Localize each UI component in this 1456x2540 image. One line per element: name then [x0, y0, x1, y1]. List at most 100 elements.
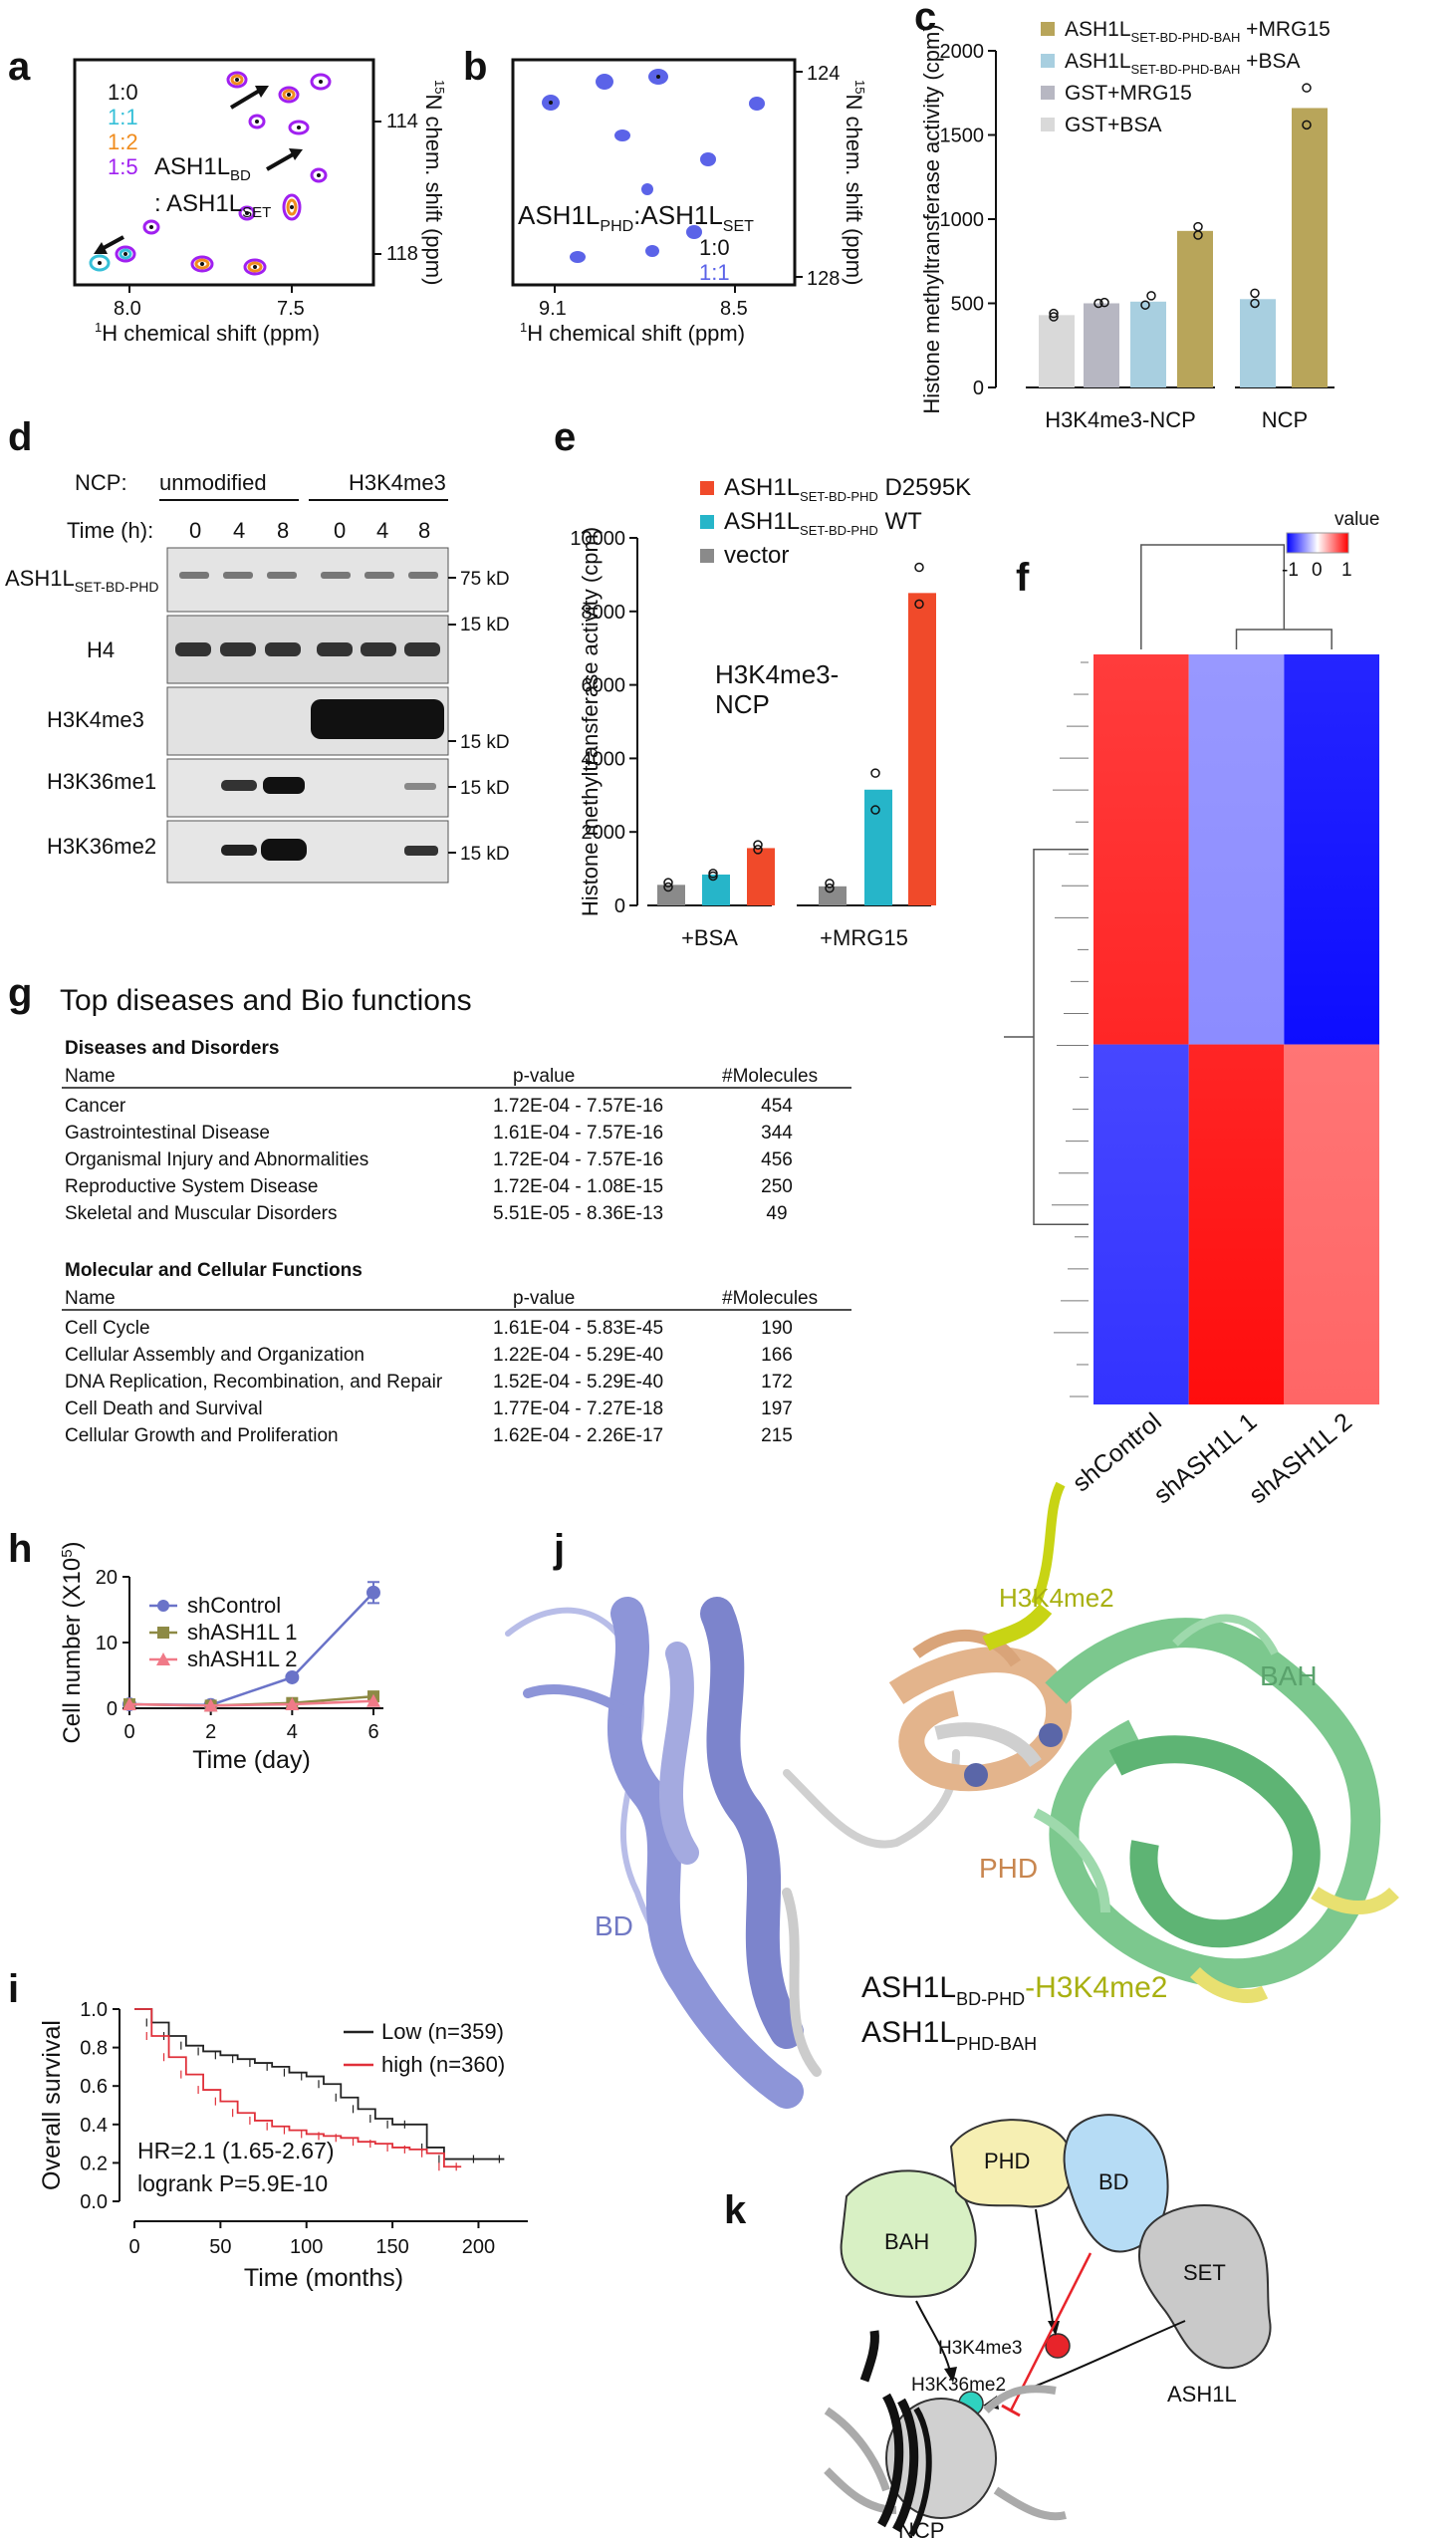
y-tick-label: 0.6	[80, 2076, 108, 2098]
heatmap-column-label: shASH1L 1	[1148, 1407, 1262, 1509]
table-cell-pvalue: 1.61E-04 - 7.57E-16	[493, 1123, 663, 1143]
mark-label-h3k36me2: H3K36me2	[911, 2375, 1006, 2396]
series-marker	[366, 1693, 380, 1707]
x-axis-label-b: 1H chemical shift (ppm)	[520, 320, 745, 346]
mark-label-h3k4me3: H3K4me3	[938, 2338, 1023, 2359]
table-cell-name: Gastrointestinal Disease	[65, 1123, 270, 1143]
color-key-tick: 0	[1312, 560, 1323, 581]
protein-label: ASH1L	[1167, 2382, 1237, 2407]
time-point-0: 0	[189, 518, 201, 543]
y-tick-label: 10000	[570, 528, 625, 550]
data-point	[1250, 298, 1260, 309]
legend-swatch	[700, 549, 714, 563]
y-tick-label: 500	[951, 294, 984, 316]
table-cell-count: 172	[761, 1372, 793, 1393]
time-points: 0 4 8 0 4 8	[189, 518, 430, 543]
bar	[1084, 303, 1119, 387]
data-point	[1302, 83, 1312, 93]
ratio-a-0: 1:0	[108, 80, 138, 105]
x-tick-a-1: 7.5	[277, 298, 305, 320]
table-column-header: p-value	[513, 1066, 575, 1087]
bar	[1039, 315, 1075, 387]
y-tick-label: 0	[973, 378, 984, 399]
table-column-header: #Molecules	[722, 1066, 818, 1087]
group-label: +BSA	[681, 925, 738, 950]
legend-label: high (n=360)	[381, 2052, 505, 2077]
table-cell-count: 454	[761, 1096, 793, 1117]
legend-label: Low (n=359)	[381, 2019, 504, 2044]
blot-marker-2: 15 kD	[460, 732, 510, 753]
blot-row-label-4: H3K36me2	[47, 834, 156, 859]
domain-label-phd: PHD	[984, 2149, 1030, 2173]
panel-a: a	[8, 45, 447, 346]
panel-label-c: c	[914, 0, 936, 39]
y-tick-label: 8000	[582, 602, 626, 624]
panel-label-g: g	[8, 971, 32, 1015]
table-cell-pvalue: 1.77E-04 - 7.27E-18	[493, 1398, 663, 1419]
panel-j: j H3K4me2 BA	[505, 1481, 1399, 2109]
table-cell-name: DNA Replication, Recombination, and Repa…	[65, 1372, 443, 1393]
table-cell-name: Cellular Growth and Proliferation	[65, 1425, 339, 1446]
time-point-4: 4	[376, 518, 388, 543]
nmr-peaks-b	[542, 69, 765, 263]
ratio-a-3: 1:5	[108, 154, 138, 179]
x-tick-label: 150	[375, 2236, 408, 2258]
heatmap-cell	[1188, 654, 1285, 1045]
y-tick-label: 1500	[940, 126, 985, 147]
legend-label: shASH1L 1	[187, 1620, 297, 1645]
survival-curve	[134, 2008, 462, 2168]
data-point	[914, 599, 924, 610]
y-ticks-a: 114 118	[373, 111, 418, 265]
table-cell-name: Skeletal and Muscular Disorders	[65, 1203, 338, 1224]
table-cell-pvalue: 1.72E-04 - 1.08E-15	[493, 1176, 663, 1197]
bar	[702, 875, 730, 905]
table-column-header: #Molecules	[722, 1288, 818, 1309]
complex-label-a-2: : ASH1LSET	[154, 190, 271, 221]
column-dendrogram	[1140, 544, 1286, 649]
ncp-label: NCP:	[75, 470, 127, 495]
legend-label: shASH1L 2	[187, 1647, 297, 1671]
panel-d: d NCP: unmodified H3K4me3 Time (h): 0 4 …	[5, 415, 510, 884]
table-cell-pvalue: 5.51E-05 - 8.36E-13	[493, 1203, 663, 1224]
data-point	[753, 840, 763, 850]
y-tick-label: 1000	[940, 209, 985, 231]
x-ticks-b: 9.1 8.5	[539, 285, 748, 320]
panel-label-d: d	[8, 415, 32, 459]
panel-k: k BAH PHD BD SET ASH1L H3K4me3 H3K36me2	[724, 2114, 1272, 2540]
panel-label-b: b	[463, 45, 487, 89]
y-tick-b-1: 128	[807, 268, 840, 290]
series-marker	[203, 1698, 218, 1712]
panel-g: g Top diseases and Bio functions Disease…	[8, 971, 851, 1446]
x-tick-label: 200	[462, 2236, 495, 2258]
complex-label-b: ASH1LPHD:ASH1LSET	[518, 200, 754, 235]
bar	[1130, 301, 1166, 387]
bah-domain-shape	[840, 2169, 977, 2298]
bar	[657, 885, 685, 905]
panel-c-chart: c 0 500 1000 1500 2000 H3K4me3-NCP NCP Histone …	[914, 0, 1335, 432]
bar	[1177, 230, 1213, 387]
domain-label-bah: BAH	[884, 2229, 929, 2254]
legend-swatch	[1041, 118, 1055, 131]
blot-marker-0: 75 kD	[460, 569, 510, 590]
data-point	[1140, 300, 1150, 310]
y-tick-label: 6000	[582, 675, 626, 697]
table-cell-pvalue: 1.72E-04 - 7.57E-16	[493, 1096, 663, 1117]
table-column-header: p-value	[513, 1288, 575, 1309]
legend-entry: vector	[724, 542, 789, 569]
legend-swatch	[1041, 86, 1055, 100]
color-key	[1286, 532, 1349, 554]
chart-annotation: logrank P=5.9E-10	[137, 2170, 328, 2196]
structure-legend-1: ASH1LBD-PHD-H3K4me2	[861, 1971, 1167, 2009]
x-tick-label: 0	[128, 2236, 139, 2258]
blot-row-label-3: H3K36me1	[47, 769, 156, 794]
series-line	[128, 1699, 374, 1707]
panel-label-k: k	[724, 2188, 747, 2232]
blot-row-0: ASH1LSET-BD-PHD 75 kD	[5, 547, 510, 613]
y-tick-a-1: 118	[386, 243, 418, 265]
y-axis-label-a: 15N chem. shift (ppm)	[421, 80, 447, 285]
blot-row-label-1: H4	[87, 637, 115, 662]
color-key-title: value	[1335, 509, 1379, 530]
legend-swatch	[1041, 22, 1055, 36]
blot-row-label-0: ASH1LSET-BD-PHD	[5, 566, 159, 595]
data-point	[914, 562, 924, 573]
